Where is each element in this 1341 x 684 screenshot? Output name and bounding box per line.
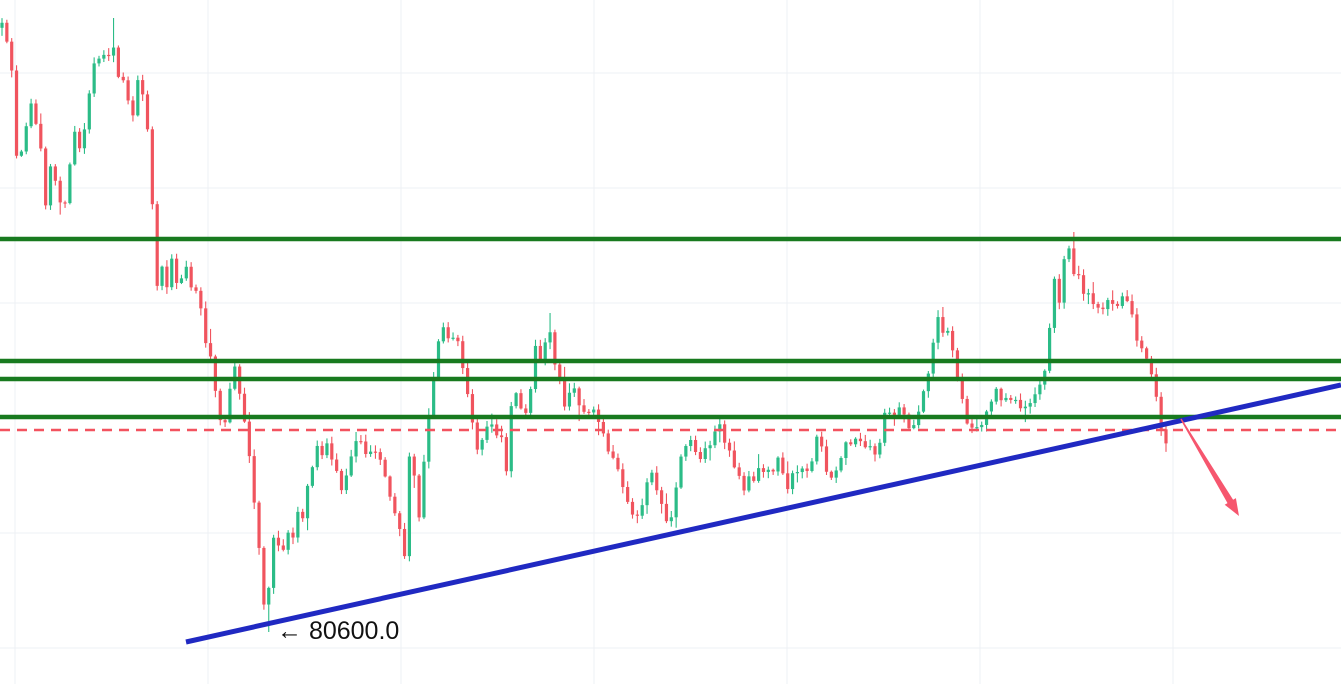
down-arrow[interactable] <box>1180 418 1239 516</box>
trendline[interactable] <box>185 382 1341 645</box>
horizontal-level-lines[interactable] <box>0 236 1341 420</box>
candles <box>0 18 1168 632</box>
price-low-label[interactable]: ← 80600.0 <box>277 617 399 645</box>
